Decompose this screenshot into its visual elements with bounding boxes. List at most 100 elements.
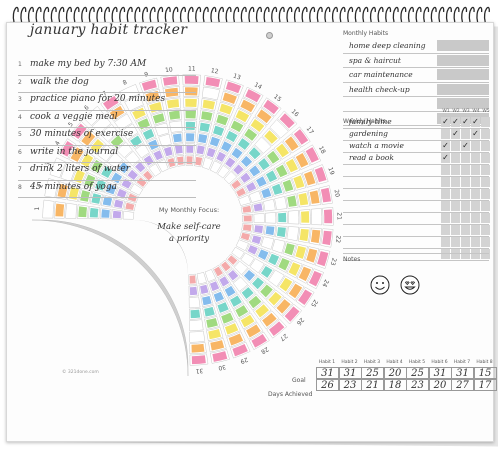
weekly-check-cell[interactable]: ✓: [451, 129, 460, 139]
weekly-check-cell[interactable]: ✓: [441, 153, 450, 163]
weekly-check-cell[interactable]: [451, 225, 460, 235]
weekly-check-cell[interactable]: [471, 177, 480, 187]
weekly-check-cell[interactable]: [441, 129, 450, 139]
monthly-check-box[interactable]: [437, 83, 489, 95]
habit-cell[interactable]: [286, 226, 299, 242]
habit-cell[interactable]: [42, 199, 55, 219]
weekly-check-cell[interactable]: [481, 237, 490, 247]
weekly-check-cell[interactable]: [461, 201, 470, 211]
monthly-habit-text[interactable]: car maintenance: [349, 70, 413, 79]
monthly-check-box[interactable]: [437, 98, 489, 109]
weekly-check-cell[interactable]: [451, 165, 460, 175]
days-achieved-cell[interactable]: 20: [428, 379, 452, 391]
monthly-habit-text[interactable]: spa & haircut: [349, 55, 401, 65]
weekly-check-cell[interactable]: ✓: [471, 117, 480, 127]
habit-cell[interactable]: [253, 213, 265, 224]
weekly-check-cell[interactable]: [461, 165, 470, 175]
weekly-check-cell[interactable]: ✓: [461, 141, 470, 151]
habit-cell[interactable]: [189, 319, 204, 332]
weekly-check-cell[interactable]: [441, 225, 450, 235]
goal-cell[interactable]: 31: [316, 367, 339, 379]
weekly-check-cell[interactable]: [481, 201, 490, 211]
monthly-check-box[interactable]: [437, 69, 489, 80]
habit-cell[interactable]: [232, 276, 249, 292]
habit-text[interactable]: 45 minutes of yoga: [30, 181, 117, 192]
weekly-habit-text[interactable]: read a book: [349, 153, 394, 162]
weekly-check-cell[interactable]: [451, 201, 460, 211]
days-achieved-cell[interactable]: 23: [406, 379, 429, 391]
habit-cell[interactable]: [124, 94, 144, 112]
weekly-check-cell[interactable]: [441, 177, 450, 187]
weekly-check-cell[interactable]: [481, 117, 490, 127]
goal-cell[interactable]: 31: [451, 367, 474, 379]
habit-cell[interactable]: [235, 239, 249, 252]
goal-cell[interactable]: 25: [406, 367, 429, 379]
weekly-habit-text[interactable]: gardening: [349, 129, 388, 138]
weekly-check-cell[interactable]: [441, 201, 450, 211]
habit-cell[interactable]: [97, 144, 115, 162]
habit-cell[interactable]: [274, 196, 288, 211]
weekly-check-cell[interactable]: [471, 165, 480, 175]
monthly-habit-text[interactable]: health check-up: [349, 84, 410, 94]
habit-cell[interactable]: [134, 143, 150, 159]
habit-cell[interactable]: [248, 190, 262, 203]
weekly-check-cell[interactable]: [481, 153, 490, 163]
habit-cell[interactable]: [201, 86, 221, 101]
goal-cell[interactable]: 31: [338, 367, 362, 379]
habit-cell[interactable]: [196, 272, 207, 285]
weekly-check-cell[interactable]: [451, 249, 460, 259]
habit-cell[interactable]: [223, 170, 238, 185]
habit-text[interactable]: cook a veggie meal: [30, 111, 118, 122]
habit-text[interactable]: practice piano for 20 minutes: [30, 94, 166, 104]
weekly-check-cell[interactable]: [481, 189, 490, 199]
habit-text[interactable]: make my bed by 7:30 AM: [30, 59, 147, 69]
weekly-check-cell[interactable]: [471, 225, 480, 235]
weekly-check-cell[interactable]: [441, 165, 450, 175]
habit-cell[interactable]: [265, 212, 277, 224]
weekly-habit-text[interactable]: watch a movie: [349, 141, 404, 150]
weekly-check-cell[interactable]: [461, 177, 470, 187]
habit-cell[interactable]: [154, 122, 170, 137]
weekly-check-cell[interactable]: [461, 237, 470, 247]
goal-cell[interactable]: 25: [361, 367, 384, 379]
habit-cell[interactable]: [189, 330, 206, 343]
weekly-check-cell[interactable]: ✓: [461, 117, 470, 127]
habit-text[interactable]: walk the dog: [30, 76, 89, 87]
weekly-check-cell[interactable]: [461, 189, 470, 199]
habit-cell[interactable]: [91, 114, 112, 134]
weekly-check-cell[interactable]: [441, 189, 450, 199]
weekly-check-cell[interactable]: [481, 141, 490, 151]
weekly-check-cell[interactable]: [481, 177, 490, 187]
weekly-check-cell[interactable]: ✓: [441, 117, 450, 127]
habit-cell[interactable]: [44, 178, 59, 198]
habit-cell[interactable]: [100, 123, 119, 142]
weekly-check-cell[interactable]: [451, 213, 460, 223]
weekly-check-cell[interactable]: [481, 165, 490, 175]
weekly-check-cell[interactable]: ✓: [471, 129, 480, 139]
habit-text[interactable]: write in the journal: [30, 146, 119, 157]
days-achieved-cell[interactable]: 23: [338, 379, 362, 391]
habit-cell[interactable]: [287, 210, 300, 225]
habit-cell[interactable]: [268, 269, 285, 288]
monthly-check-box[interactable]: [437, 40, 489, 51]
habit-cell[interactable]: [240, 252, 255, 267]
habit-cell[interactable]: [209, 160, 222, 174]
monthly-habit-text[interactable]: home deep cleaning: [349, 41, 426, 50]
habit-cell[interactable]: [114, 113, 133, 131]
habit-cell[interactable]: [254, 136, 272, 154]
habit-cell[interactable]: [233, 260, 249, 275]
monthly-check-box[interactable]: [437, 54, 489, 66]
habit-cell[interactable]: [249, 258, 265, 274]
weekly-check-cell[interactable]: [461, 225, 470, 235]
habit-cell[interactable]: [202, 157, 214, 170]
days-achieved-cell[interactable]: 21: [361, 379, 384, 391]
weekly-check-cell[interactable]: [461, 153, 470, 163]
weekly-check-cell[interactable]: [471, 201, 480, 211]
weekly-check-cell[interactable]: [471, 249, 480, 259]
habit-cell[interactable]: [269, 119, 289, 139]
goal-cell[interactable]: 15: [473, 367, 497, 379]
weekly-check-cell[interactable]: ✓: [441, 141, 450, 151]
habit-cell[interactable]: [116, 141, 133, 159]
weekly-check-cell[interactable]: [451, 141, 460, 151]
goal-cell[interactable]: 31: [428, 367, 452, 379]
